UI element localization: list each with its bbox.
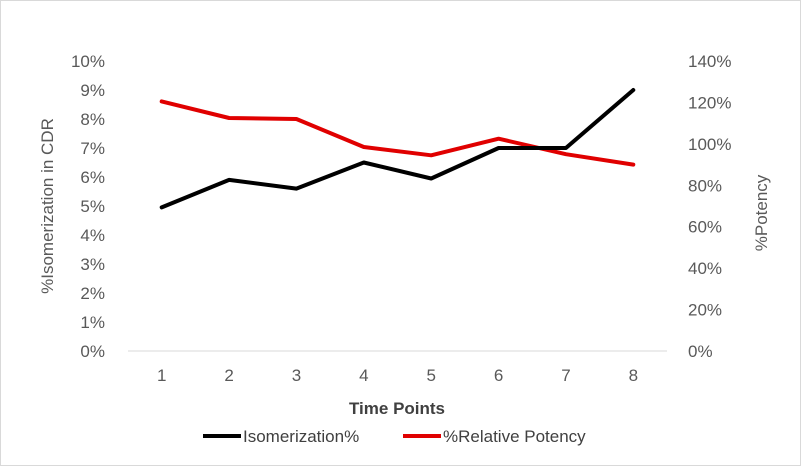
left-tick-label: 5% [80, 197, 105, 216]
right-tick-label: 80% [688, 176, 722, 195]
legend: Isomerization% %Relative Potency [203, 427, 586, 446]
left-tick-label: 7% [80, 139, 105, 158]
right-axis-title: %Potency [752, 174, 771, 251]
left-tick-label: 8% [80, 110, 105, 129]
left-tick-label: 1% [80, 313, 105, 332]
left-axis-title: %Isomerization in CDR [38, 118, 57, 294]
left-tick-label: 6% [80, 168, 105, 187]
x-tick-label: 5 [426, 366, 435, 385]
x-tick-label: 1 [157, 366, 166, 385]
x-axis-ticks: 1 2 3 4 5 6 7 8 [157, 366, 638, 385]
x-tick-label: 8 [629, 366, 638, 385]
legend-label-isomerization: Isomerization% [243, 427, 359, 446]
right-tick-label: 100% [688, 135, 731, 154]
x-tick-label: 7 [561, 366, 570, 385]
left-tick-label: 4% [80, 226, 105, 245]
right-tick-label: 120% [688, 93, 731, 112]
series-line-relative-potency [159, 99, 636, 167]
left-tick-label: 2% [80, 284, 105, 303]
right-axis-ticks: 0% 20% 40% 60% 80% 100% 120% 140% [688, 52, 731, 361]
x-tick-label: 2 [224, 366, 233, 385]
right-tick-label: 140% [688, 52, 731, 71]
right-tick-label: 40% [688, 259, 722, 278]
x-tick-label: 3 [292, 366, 301, 385]
x-tick-label: 6 [494, 366, 503, 385]
right-tick-label: 60% [688, 218, 722, 237]
left-tick-label: 10% [71, 52, 105, 71]
series-line-isomerization [159, 88, 636, 210]
left-tick-label: 0% [80, 342, 105, 361]
right-tick-label: 0% [688, 342, 713, 361]
left-tick-label: 3% [80, 255, 105, 274]
right-tick-label: 20% [688, 301, 722, 320]
legend-label-relative-potency: %Relative Potency [443, 427, 586, 446]
left-tick-label: 9% [80, 81, 105, 100]
left-axis-ticks: 0% 1% 2% 3% 4% 5% 6% 7% 8% 9% 10% [71, 52, 105, 361]
series-layer [159, 88, 636, 210]
x-tick-label: 4 [359, 366, 368, 385]
x-axis-title: Time Points [349, 399, 445, 418]
